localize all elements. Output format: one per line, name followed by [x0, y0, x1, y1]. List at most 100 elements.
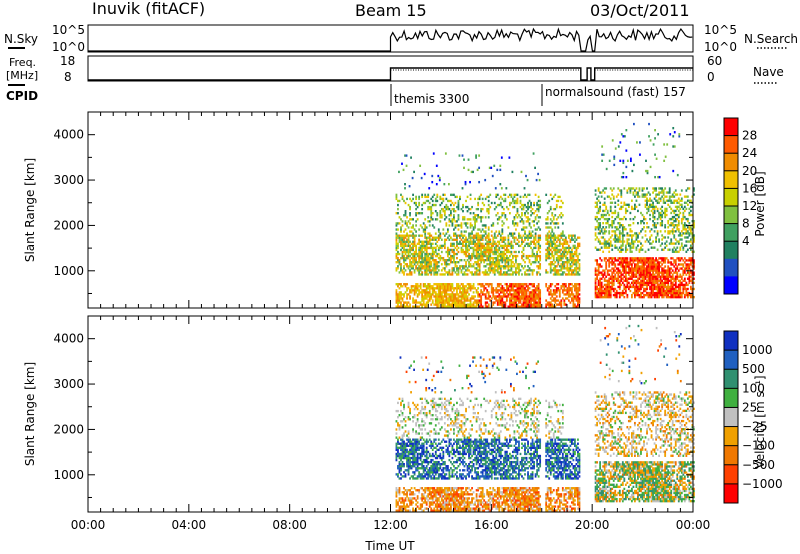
heatmap-cell [522, 207, 525, 211]
heatmap-cell [635, 246, 638, 249]
heatmap-cell [649, 165, 652, 169]
heatmap-cell [549, 303, 552, 306]
heatmap-cell [448, 289, 451, 292]
heatmap-cell [630, 265, 633, 268]
heatmap-cell [634, 215, 636, 219]
heatmap-cell [474, 248, 476, 252]
heatmap-cell [421, 193, 424, 197]
heatmap-cell [603, 213, 606, 217]
heatmap-cell [419, 265, 422, 268]
heatmap-cell [445, 232, 448, 235]
heatmap-cell [552, 259, 555, 262]
heatmap-cell [457, 224, 460, 227]
heatmap-cell [621, 217, 624, 221]
heatmap-cell [487, 263, 490, 266]
heatmap-cell [454, 201, 457, 205]
heatmap-cell [617, 228, 620, 231]
heatmap-cell [618, 279, 621, 282]
heatmap-cell [421, 305, 424, 308]
heatmap-cell [451, 248, 454, 252]
heatmap-cell [611, 287, 614, 291]
heatmap-cell [668, 261, 671, 264]
heatmap-cell [647, 209, 650, 213]
heatmap-cell [682, 279, 685, 282]
heatmap-cell [575, 273, 578, 276]
heatmap-cell [498, 232, 501, 235]
heatmap-cell [599, 265, 602, 268]
heatmap-cell [594, 281, 597, 285]
heatmap-cell [629, 228, 632, 231]
heatmap-cell [457, 295, 460, 298]
heatmap-cell [647, 275, 650, 278]
heatmap-cell [629, 277, 632, 280]
heatmap-cell [466, 259, 469, 262]
heatmap-cell [416, 269, 419, 272]
heatmap-cell [481, 250, 484, 254]
heatmap-cell [521, 214, 523, 217]
heatmap-cell [430, 293, 433, 296]
heatmap-cell [508, 244, 511, 248]
heatmap-cell [635, 291, 638, 295]
heatmap-cell [533, 293, 535, 296]
heatmap-cell [527, 218, 529, 221]
heatmap-cell [537, 297, 540, 300]
heatmap-cell [621, 205, 624, 209]
heatmap-cell [398, 238, 401, 241]
heatmap-cell [635, 293, 638, 297]
heatmap-cell [448, 256, 451, 260]
heatmap-cell [671, 257, 674, 260]
heatmap-cell [481, 293, 484, 296]
heatmap-cell [512, 301, 514, 304]
heatmap-cell [563, 299, 566, 302]
heatmap-cell [534, 232, 537, 235]
heatmap-cell [597, 269, 600, 272]
heatmap-cell [574, 297, 576, 300]
heatmap-cell [409, 230, 411, 233]
heatmap-cell [403, 295, 405, 298]
heatmap-cell [603, 269, 606, 272]
heatmap-cell [630, 238, 633, 241]
heatmap-cell [510, 295, 513, 298]
heatmap-cell [638, 283, 641, 287]
heatmap-cell [605, 279, 608, 282]
heatmap-cell [551, 197, 554, 201]
heatmap-cell [487, 291, 490, 294]
heatmap-cell [395, 301, 398, 304]
heatmap-cell [424, 297, 427, 300]
heatmap-cell [668, 224, 671, 227]
heatmap-cell [644, 199, 647, 202]
heatmap-cell [608, 291, 611, 295]
heatmap-cell [456, 267, 458, 270]
heatmap-cell [422, 242, 425, 246]
heatmap-cell [501, 299, 504, 302]
heatmap-cell [637, 281, 639, 285]
heatmap-cell [560, 269, 563, 272]
heatmap-cell [557, 287, 560, 290]
heatmap-cell [395, 248, 398, 252]
heatmap-cell [469, 236, 472, 239]
heatmap-cell [621, 257, 624, 260]
heatmap-cell [522, 228, 525, 231]
heatmap-cell [555, 259, 558, 262]
heatmap-cell [505, 273, 508, 276]
heatmap-cell [397, 244, 399, 248]
heatmap-cell [475, 248, 478, 252]
heatmap-cell [531, 297, 534, 300]
heatmap-cell [404, 236, 407, 239]
nsky-trace [88, 27, 693, 52]
heatmap-cell [440, 201, 443, 205]
heatmap-cell [406, 283, 408, 286]
heatmap-cell [600, 277, 603, 280]
heatmap-cell [462, 216, 464, 219]
heatmap-cell [519, 299, 522, 302]
heatmap-cell [667, 291, 670, 295]
heatmap-cell [403, 271, 405, 274]
heatmap-cell [656, 259, 659, 262]
heatmap-cell [428, 238, 431, 241]
heatmap-cell [597, 189, 600, 192]
heatmap-cell [557, 199, 560, 203]
heatmap-cell [459, 234, 461, 237]
heatmap-cell [449, 261, 452, 264]
heatmap-cell [674, 287, 677, 291]
heatmap-cell [577, 256, 579, 260]
